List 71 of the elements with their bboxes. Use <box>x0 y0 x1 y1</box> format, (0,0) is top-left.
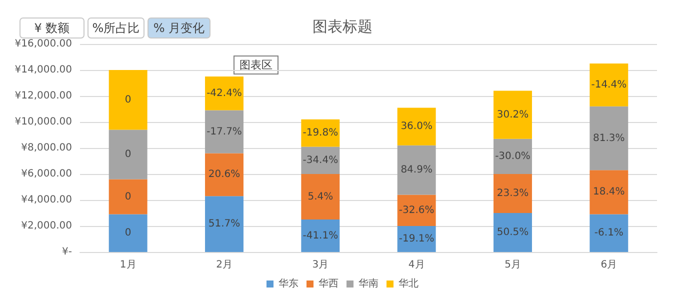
legend-label: 华西 <box>318 278 338 290</box>
bar <box>108 70 148 130</box>
annotation: 30.2% <box>496 109 529 120</box>
bar <box>590 214 628 252</box>
bar <box>205 196 244 252</box>
annotation: 50.5% <box>496 227 529 238</box>
annotation: -19.1% <box>398 234 434 244</box>
annotation: -17.7% <box>206 126 242 138</box>
annotation: 23.3% <box>496 188 529 199</box>
bar <box>397 108 436 146</box>
bar <box>590 106 628 170</box>
bar <box>205 110 244 154</box>
y-tick-label: ¥16,000.00 <box>14 38 72 50</box>
annotation: -30.0% <box>495 150 530 162</box>
annotation: -34.4% <box>302 154 338 166</box>
annotation: 0 <box>124 228 132 239</box>
bar <box>397 194 436 226</box>
bar <box>397 145 436 195</box>
text: % 月变化 <box>153 21 205 35</box>
y-tick-label: ¥14,000.00 <box>14 64 72 76</box>
annotation: 0 <box>124 94 132 106</box>
bar <box>590 170 628 214</box>
bar <box>397 226 436 252</box>
annotation: -14.4% <box>591 79 627 90</box>
annotation: 18.4% <box>593 186 625 198</box>
y-tick-label: ¥12,000.00 <box>14 90 72 102</box>
y-tick-label: ¥6,000.00 <box>21 168 72 180</box>
x-tick-label: 6月 <box>600 260 618 270</box>
annotation: 0 <box>124 149 132 160</box>
bar <box>590 64 628 106</box>
bar <box>108 214 148 252</box>
bar <box>301 220 340 252</box>
bar <box>108 179 148 214</box>
bar <box>494 90 532 139</box>
annotation: -19.8% <box>302 128 338 139</box>
annotation: 0 <box>124 191 132 202</box>
y-tick-label: ¥- <box>62 246 72 258</box>
bar <box>494 174 532 213</box>
x-tick-label: 4月 <box>408 260 425 270</box>
y-tick-label: ¥4,000.00 <box>21 194 72 206</box>
annotation: 84.9% <box>400 164 432 176</box>
annotation: 图表区 <box>240 58 272 72</box>
x-tick-label: 3月 <box>312 260 329 270</box>
bar <box>301 146 340 174</box>
annotation: 36.0% <box>400 121 432 132</box>
annotation: 81.3% <box>593 132 625 144</box>
x-tick-label: 5月 <box>504 260 521 270</box>
x-tick-label: 1月 <box>120 260 136 270</box>
text: ¥ 数额 <box>34 21 70 35</box>
y-tick-label: ¥2,000.00 <box>21 220 72 232</box>
bar <box>205 153 244 196</box>
annotation: 5.4% <box>308 191 334 202</box>
y-tick-label: ¥10,000.00 <box>14 116 72 128</box>
annotation: -41.1% <box>302 230 338 242</box>
text: %所占比 <box>92 21 140 35</box>
y-tick-label: ¥8,000.00 <box>21 142 72 154</box>
annotation: -32.6% <box>398 204 434 216</box>
bar <box>108 130 148 180</box>
chart-title: 图表标题 <box>312 18 372 36</box>
legend-label: 华东 <box>278 278 298 290</box>
bar <box>494 213 532 252</box>
annotation: 51.7% <box>208 218 240 230</box>
annotation: 20.6% <box>208 169 240 180</box>
bar <box>494 138 532 174</box>
bar <box>301 174 340 220</box>
annotation: -6.1% <box>594 228 624 239</box>
legend-label: 华北 <box>398 278 418 290</box>
bar <box>205 76 244 110</box>
legend-label: 华南 <box>358 278 378 290</box>
x-tick-label: 2月 <box>216 260 232 270</box>
annotation: -42.4% <box>206 88 242 99</box>
